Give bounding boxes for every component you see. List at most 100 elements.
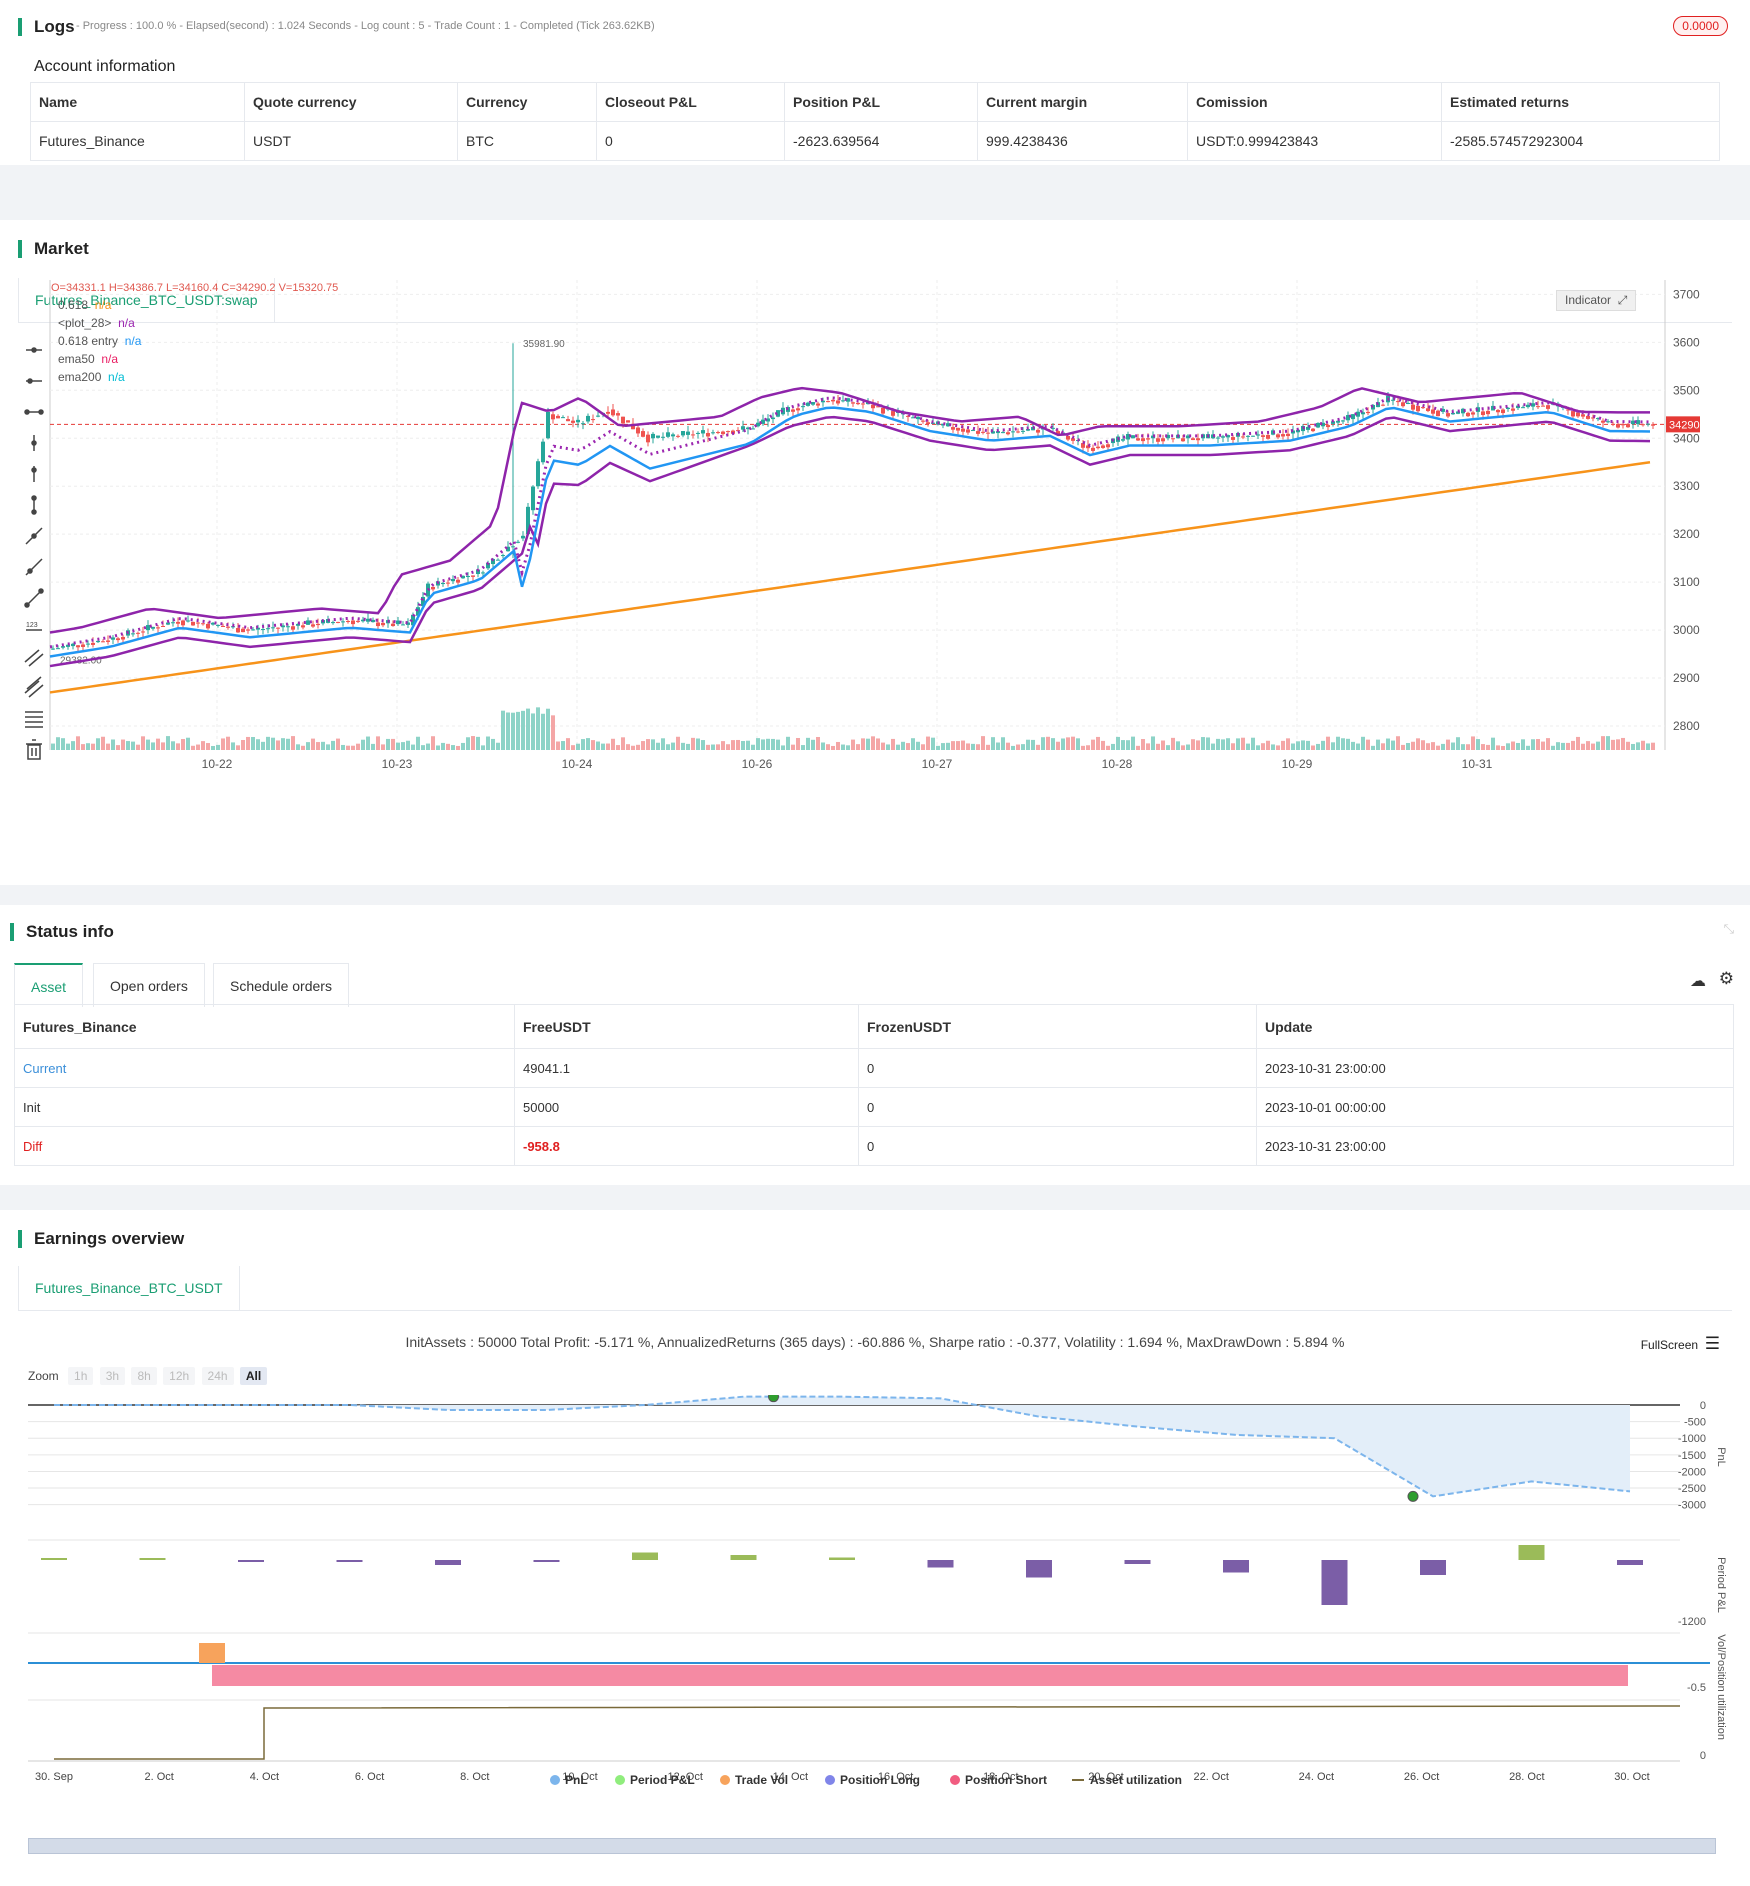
- candle-body: [336, 621, 340, 623]
- asset-table: Futures_Binance FreeUSDT FrozenUSDT Upda…: [14, 1004, 1734, 1166]
- tab-asset[interactable]: Asset: [14, 963, 84, 1007]
- date-tick: 12. Oct: [667, 1771, 702, 1783]
- tab-open-orders[interactable]: Open orders: [93, 963, 205, 1007]
- gear-icon[interactable]: ⚙: [1718, 969, 1734, 988]
- trend-segment-icon[interactable]: [24, 588, 44, 608]
- expand-icon[interactable]: ⤢: [1617, 293, 1628, 307]
- volume-bar: [366, 736, 370, 750]
- vertical-segment-icon[interactable]: [31, 466, 37, 482]
- row-label-diff: Diff: [14, 1126, 515, 1166]
- volume-bar: [421, 745, 425, 750]
- zoom-24h[interactable]: 24h: [201, 1367, 234, 1385]
- volume-bar: [1571, 740, 1575, 750]
- fib-levels-icon[interactable]: [25, 711, 43, 728]
- horizontal-segment-icon[interactable]: [24, 409, 44, 415]
- horizontal-ray-icon[interactable]: [26, 378, 42, 384]
- menu-icon[interactable]: ☰: [1704, 1334, 1720, 1353]
- time-tick: 10-31: [1462, 757, 1493, 771]
- period-pnl-series: [41, 1545, 1643, 1605]
- candle-body: [1396, 401, 1400, 403]
- candle-body: [1196, 438, 1200, 441]
- zoom-3h[interactable]: 3h: [99, 1367, 126, 1385]
- volume-bar: [1306, 740, 1310, 750]
- volume-bar: [1266, 740, 1270, 750]
- volume-bar: [1001, 737, 1005, 750]
- candle-body: [51, 648, 55, 650]
- pnl-tick: -1000: [1678, 1433, 1706, 1445]
- volume-bar: [271, 737, 275, 750]
- price-label-icon[interactable]: 123: [26, 622, 42, 631]
- candle-body: [741, 426, 745, 430]
- zoom-1h[interactable]: 1h: [68, 1367, 94, 1385]
- volume-bar: [846, 745, 850, 750]
- legend-item: ema200 n/a: [58, 370, 125, 384]
- candle-body: [1461, 408, 1465, 414]
- candle-body: [646, 434, 650, 443]
- entry-dots-line: [49, 396, 1651, 649]
- pnl-tick: -500: [1684, 1417, 1706, 1429]
- volume-bar: [1471, 736, 1475, 750]
- trash-icon[interactable]: [26, 739, 42, 760]
- legend-label: Position Short: [965, 1773, 1047, 1787]
- earnings-chart[interactable]: 0 -500 -1000 -1500 -2000 -2500 -3000 -1200 -0.5 0…: [0, 1395, 1750, 1885]
- tab-earnings-symbol[interactable]: Futures_Binance_BTC_USDT: [18, 1266, 240, 1310]
- volume-bar: [431, 736, 435, 750]
- navigator-scrollbar[interactable]: [28, 1838, 1716, 1854]
- parallel-channel-icon[interactable]: [24, 649, 44, 667]
- candle-body: [451, 578, 455, 582]
- candle-body: [1576, 412, 1580, 417]
- cell: 50000: [514, 1087, 859, 1127]
- date-tick: 6. Oct: [355, 1771, 384, 1783]
- volume-bar: [491, 738, 495, 750]
- cloud-download-icon[interactable]: ☁: [1690, 973, 1706, 990]
- cell: USDT:0.999423843: [1187, 121, 1442, 161]
- zoom-12h[interactable]: 12h: [163, 1367, 196, 1385]
- volume-bar: [1066, 737, 1070, 750]
- volume-bar: [566, 738, 570, 750]
- volume-bar: [1601, 736, 1605, 750]
- volume-bar: [451, 745, 455, 750]
- volume-bar: [1506, 743, 1510, 750]
- volume-bar: [356, 743, 360, 750]
- vertical-ray-icon[interactable]: [31, 495, 37, 515]
- candle-body: [1101, 445, 1105, 448]
- candle-body: [916, 417, 920, 420]
- collapse-icon[interactable]: ⤡: [1723, 921, 1734, 936]
- candle-body: [656, 435, 660, 438]
- volume-bar: [121, 739, 125, 750]
- legend-label: Asset utilization: [1090, 1773, 1182, 1787]
- zoom-8h[interactable]: 8h: [131, 1367, 157, 1385]
- volume-bar: [1616, 739, 1620, 750]
- cell: 49041.1: [514, 1048, 859, 1088]
- tab-market-symbol[interactable]: Futures_Binance_BTC_USDT:swap: [18, 278, 275, 322]
- trend-line-icon[interactable]: [25, 527, 43, 545]
- volume-bar: [126, 741, 130, 750]
- indicator-button[interactable]: Indicator ⤢: [1556, 290, 1637, 311]
- period-bar: [829, 1557, 855, 1560]
- candle-body: [706, 432, 710, 437]
- zoom-all[interactable]: All: [239, 1367, 268, 1385]
- volume-bar: [596, 741, 600, 750]
- volume-bar: [1481, 744, 1485, 750]
- volume-bar: [576, 743, 580, 750]
- price-tick: 36000.00: [1673, 335, 1700, 349]
- volume-bar: [581, 739, 585, 750]
- candle-body: [641, 431, 645, 437]
- candle-body: [1071, 438, 1075, 441]
- volume-bar: [1211, 743, 1215, 750]
- candle-body: [806, 402, 810, 406]
- volume-bar: [1366, 739, 1370, 750]
- pitchfork-icon[interactable]: [24, 676, 44, 698]
- vertical-line-icon[interactable]: [31, 435, 37, 451]
- trend-ray-icon[interactable]: [25, 558, 43, 576]
- candle-body: [1146, 438, 1150, 440]
- volume-bar: [141, 736, 145, 750]
- vol-position-series: [28, 1643, 1710, 1686]
- volume-bar: [941, 743, 945, 750]
- fullscreen-button[interactable]: FullScreen ☰: [1640, 1334, 1720, 1353]
- volume-bar: [371, 743, 375, 750]
- candle-body: [1536, 406, 1540, 408]
- tab-schedule-orders[interactable]: Schedule orders: [213, 963, 349, 1007]
- horizontal-line-icon[interactable]: [26, 347, 42, 353]
